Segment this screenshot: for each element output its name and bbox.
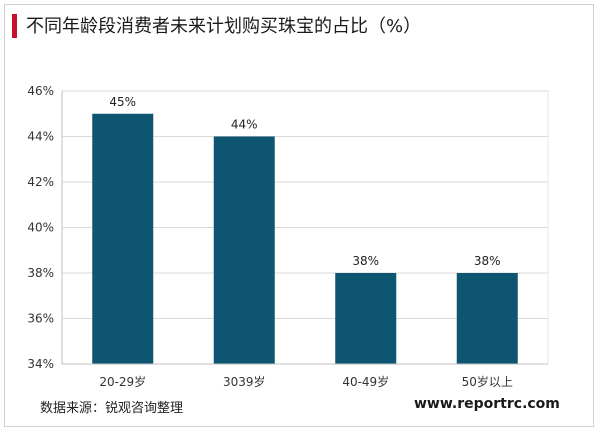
x-category-label: 20-29岁 bbox=[99, 374, 146, 389]
bar bbox=[92, 113, 154, 364]
y-tick-label: 46% bbox=[27, 84, 54, 98]
bar-value-label: 38% bbox=[352, 254, 379, 268]
website-watermark: www.reportrc.com bbox=[414, 396, 560, 412]
bar bbox=[335, 273, 397, 364]
y-tick-label: 42% bbox=[27, 175, 54, 189]
x-category-label: 40-49岁 bbox=[342, 374, 389, 389]
bar bbox=[456, 273, 518, 364]
y-tick-label: 44% bbox=[27, 130, 54, 144]
y-tick-label: 40% bbox=[27, 221, 54, 235]
y-tick-label: 38% bbox=[27, 266, 54, 280]
title-bar: 不同年龄段消费者未来计划购买珠宝的占比（%） bbox=[12, 10, 582, 44]
y-tick-label: 36% bbox=[27, 312, 54, 326]
bar-value-label: 44% bbox=[231, 118, 258, 132]
bar-layer: 45% 44% 38% 38% bbox=[92, 95, 518, 364]
axis-layer: 34% 36% 38% 40% 42% 44% 46% 20-29岁 3039岁 40-49岁 50… bbox=[27, 84, 549, 389]
chart-title: 不同年龄段消费者未来计划购买珠宝的占比（%） bbox=[26, 16, 422, 37]
x-category-label: 3039岁 bbox=[223, 374, 266, 389]
data-source-note: 数据来源：锐观咨询整理 bbox=[40, 401, 184, 416]
title-accent-bar bbox=[12, 14, 17, 38]
bar bbox=[213, 136, 275, 364]
bar-value-label: 45% bbox=[109, 95, 136, 109]
bar-value-label: 38% bbox=[474, 254, 501, 268]
x-category-label: 50岁以上 bbox=[462, 374, 513, 389]
y-tick-label: 34% bbox=[27, 357, 54, 371]
